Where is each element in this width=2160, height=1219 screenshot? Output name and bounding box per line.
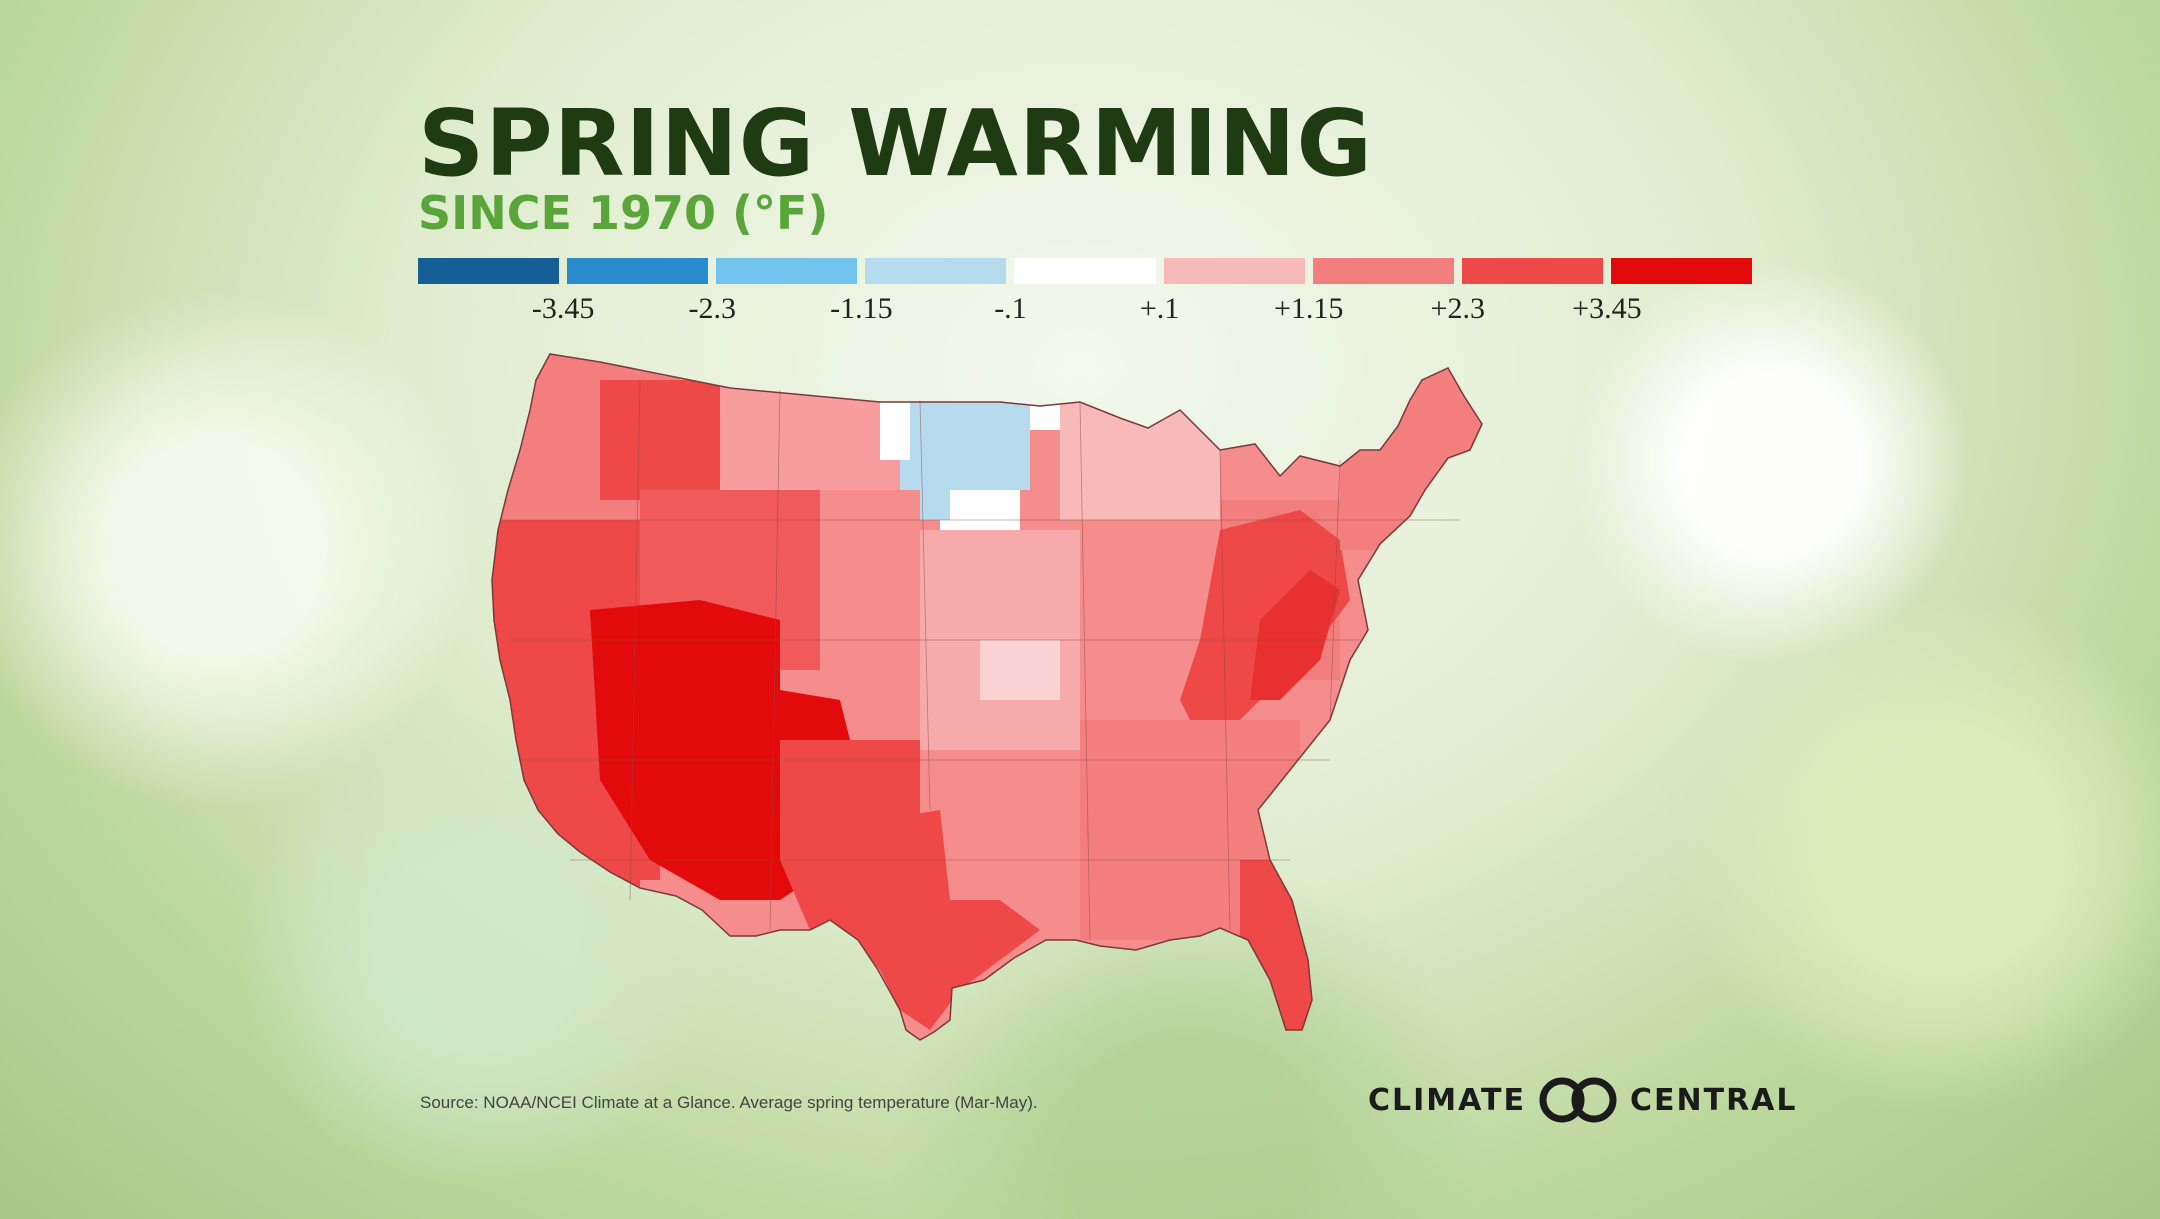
legend-swatch bbox=[1312, 258, 1454, 284]
legend-tick-label: -.1 bbox=[994, 292, 1027, 325]
legend-swatch bbox=[1461, 258, 1603, 284]
source-note: Source: NOAA/NCEI Climate at a Glance. A… bbox=[420, 1093, 1038, 1112]
brand-rings-icon bbox=[1539, 1077, 1617, 1123]
brand-name-right: CENTRAL bbox=[1630, 1082, 1798, 1118]
color-legend bbox=[418, 258, 1752, 284]
legend-swatch bbox=[1610, 258, 1752, 284]
legend-labels: -3.45 -2.3 -1.15 -.1 +.1 +1.15 +2.3 +3.45 bbox=[418, 292, 1752, 326]
legend-swatch bbox=[567, 258, 709, 284]
legend-tick-label: -2.3 bbox=[688, 292, 736, 325]
brand-name-left: CLIMATE bbox=[1368, 1082, 1526, 1118]
legend-tick-label: +3.45 bbox=[1572, 292, 1642, 325]
legend-swatch bbox=[865, 258, 1007, 284]
page-title: SPRING WARMING bbox=[418, 90, 1373, 197]
legend-swatch bbox=[1163, 258, 1305, 284]
legend-tick-label: +1.15 bbox=[1273, 292, 1344, 325]
page-subtitle: SINCE 1970 (°F) bbox=[418, 186, 829, 240]
legend-tick-label: +2.3 bbox=[1430, 292, 1485, 325]
legend-tick-label: +.1 bbox=[1139, 292, 1180, 325]
climate-central-logo: CLIMATE CENTRAL bbox=[1368, 1076, 1798, 1124]
legend-tick-label: -1.15 bbox=[830, 292, 893, 325]
us-temperature-map bbox=[491, 353, 1483, 1041]
legend-tick-label: -3.45 bbox=[531, 292, 595, 325]
legend-swatch bbox=[1014, 258, 1156, 284]
legend-swatch bbox=[418, 258, 560, 284]
legend-swatch bbox=[716, 258, 858, 284]
